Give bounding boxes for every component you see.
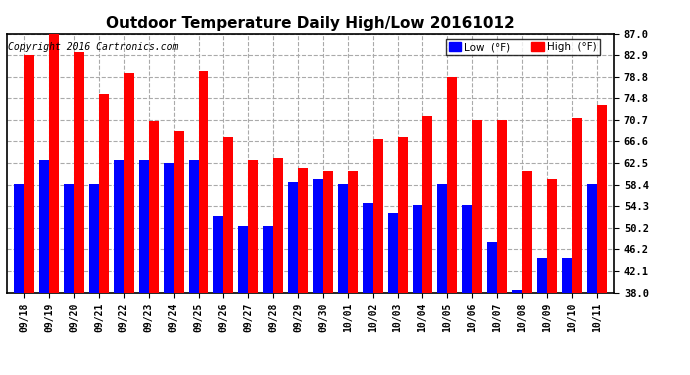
- Bar: [89, 184, 99, 292]
- Bar: [437, 184, 447, 292]
- Bar: [522, 171, 532, 292]
- Bar: [338, 184, 348, 292]
- Bar: [188, 160, 199, 292]
- Bar: [139, 160, 149, 292]
- Bar: [537, 258, 547, 292]
- Bar: [288, 182, 298, 292]
- Bar: [373, 140, 383, 292]
- Bar: [388, 213, 397, 292]
- Bar: [224, 137, 233, 292]
- Bar: [572, 118, 582, 292]
- Bar: [99, 94, 109, 292]
- Bar: [273, 158, 283, 292]
- Bar: [114, 160, 124, 292]
- Bar: [323, 171, 333, 292]
- Bar: [24, 55, 34, 292]
- Bar: [487, 242, 497, 292]
- Bar: [238, 226, 248, 292]
- Bar: [199, 71, 208, 292]
- Bar: [313, 179, 323, 292]
- Legend: Low  (°F), High  (°F): Low (°F), High (°F): [446, 39, 600, 56]
- Bar: [39, 160, 49, 292]
- Bar: [597, 105, 607, 292]
- Bar: [263, 226, 273, 292]
- Bar: [174, 132, 184, 292]
- Bar: [397, 137, 408, 292]
- Bar: [497, 120, 507, 292]
- Bar: [64, 184, 74, 292]
- Bar: [124, 74, 134, 292]
- Bar: [14, 184, 24, 292]
- Bar: [562, 258, 572, 292]
- Title: Outdoor Temperature Daily High/Low 20161012: Outdoor Temperature Daily High/Low 20161…: [106, 16, 515, 31]
- Bar: [447, 77, 457, 292]
- Bar: [462, 206, 472, 292]
- Bar: [49, 34, 59, 292]
- Bar: [164, 163, 174, 292]
- Bar: [74, 52, 84, 292]
- Bar: [547, 179, 557, 292]
- Bar: [213, 216, 224, 292]
- Bar: [149, 121, 159, 292]
- Bar: [472, 120, 482, 292]
- Bar: [348, 171, 358, 292]
- Bar: [298, 168, 308, 292]
- Bar: [512, 290, 522, 292]
- Bar: [363, 203, 373, 292]
- Text: Copyright 2016 Cartronics.com: Copyright 2016 Cartronics.com: [8, 42, 179, 51]
- Bar: [422, 116, 433, 292]
- Bar: [413, 206, 422, 292]
- Bar: [248, 160, 258, 292]
- Bar: [586, 184, 597, 292]
